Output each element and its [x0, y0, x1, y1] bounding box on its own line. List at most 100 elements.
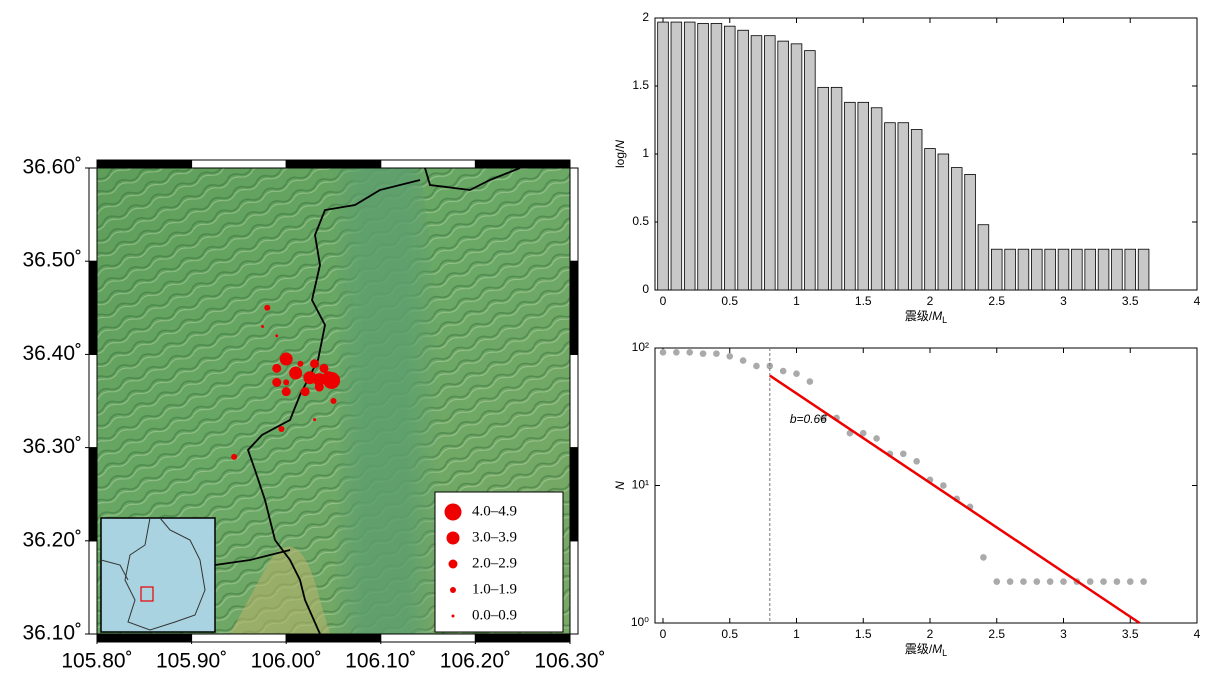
legend-symbol [445, 504, 462, 521]
frame-stripe [475, 160, 570, 168]
x-label-subscript: L [942, 648, 947, 658]
bar [951, 168, 962, 290]
x-tick-label: 3 [1060, 627, 1067, 641]
bar [684, 22, 695, 290]
inset-frame [101, 518, 215, 632]
epicenter [275, 334, 278, 337]
legend-symbol [449, 560, 458, 569]
point [900, 451, 907, 458]
frame-stripe [381, 634, 476, 642]
y-tick-label: 36.20˚ [22, 528, 82, 551]
epicenter [283, 379, 289, 385]
point [1140, 578, 1147, 585]
bar [911, 130, 922, 290]
x-label-text: 震级/ [905, 309, 933, 323]
x-tick-label: 0.5 [721, 627, 738, 641]
legend-label: 1.0–1.9 [472, 581, 517, 597]
bar [858, 102, 869, 290]
bar [751, 36, 762, 290]
frame-stripe [570, 541, 578, 634]
y-tick-label: 36.40˚ [22, 342, 82, 365]
point [1087, 578, 1094, 585]
bar [711, 23, 722, 290]
bar [1138, 249, 1149, 290]
epicenter [261, 325, 264, 328]
frame-stripe [97, 634, 192, 642]
x-label-text: 震级/ [905, 642, 933, 656]
x-tick-label: 3.5 [1122, 627, 1139, 641]
epicenter [282, 387, 291, 396]
x-tick-label: 0 [660, 294, 667, 308]
bar [1125, 249, 1136, 290]
bar [845, 102, 856, 290]
frame-stripe [97, 160, 192, 168]
point [673, 349, 680, 356]
bar [724, 26, 735, 290]
epicenter [231, 454, 237, 460]
annotation: b=0.66 [790, 412, 827, 426]
legend-label: 2.0–2.9 [472, 555, 517, 571]
point [686, 349, 693, 356]
annotation-text: =0.66 [797, 412, 828, 426]
bar [658, 22, 669, 290]
x-tick-label: 4 [1194, 627, 1201, 641]
point [980, 554, 987, 561]
basin [330, 168, 440, 634]
point [780, 368, 787, 375]
bar [871, 108, 882, 290]
x-tick-label: 106.20˚ [440, 650, 511, 673]
point [753, 363, 760, 370]
x-axis-label: 震级/ML [905, 309, 947, 325]
y-label-text: log/ [613, 148, 627, 168]
epicenter [264, 305, 270, 311]
bar [1085, 249, 1096, 290]
y-tick-label: 36.30˚ [22, 435, 82, 458]
legend-symbol [450, 587, 456, 593]
x-tick-label: 105.90˚ [156, 650, 227, 673]
x-tick-label: 106.10˚ [345, 650, 416, 673]
point [726, 353, 733, 360]
y-tick-label: 36.10˚ [22, 622, 82, 645]
frame-stripe [286, 160, 381, 168]
point [873, 435, 880, 442]
bar [1098, 249, 1109, 290]
epicenter [313, 418, 316, 421]
bar [925, 149, 936, 290]
point [1034, 578, 1041, 585]
bar [818, 87, 829, 290]
y-tick-label: 2 [642, 10, 649, 24]
frame-stripe [192, 634, 287, 642]
x-label-symbol: M [932, 309, 942, 323]
point [1047, 578, 1054, 585]
frame-stripe [475, 634, 570, 642]
epicenter [331, 398, 337, 404]
x-tick-label: 2 [927, 294, 934, 308]
y-tick-label: 0 [642, 282, 649, 296]
x-tick-label: 2.5 [988, 627, 1005, 641]
frame-stripe [89, 261, 97, 354]
x-tick-label: 1 [793, 627, 800, 641]
point [940, 482, 947, 489]
legend-symbol [447, 532, 460, 545]
y-tick-label: 10⁰ [631, 615, 649, 629]
y-axis-label: N [613, 481, 627, 490]
epicenter [278, 426, 284, 432]
y-tick-label: 1.5 [632, 78, 649, 92]
point [1020, 578, 1027, 585]
bar [1045, 249, 1056, 290]
point [793, 370, 800, 377]
y-label-symbol: N [613, 481, 627, 490]
x-tick-label: 2 [927, 627, 934, 641]
y-tick-label: 36.50˚ [22, 249, 82, 272]
frame-stripe [570, 448, 578, 541]
x-tick-label: 1.5 [855, 294, 872, 308]
legend-symbol [452, 615, 455, 618]
point [807, 378, 814, 385]
epicenter [310, 359, 319, 368]
bar [991, 249, 1002, 290]
y-tick-label: 0.5 [632, 214, 649, 228]
frame-stripe [286, 634, 381, 642]
frame-stripe [192, 160, 287, 168]
point [1060, 578, 1067, 585]
epicenter [280, 353, 293, 366]
